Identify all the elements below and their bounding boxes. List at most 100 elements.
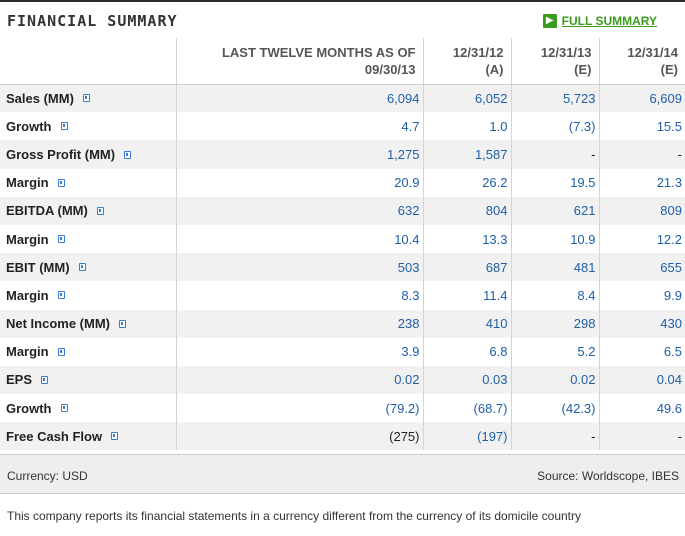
table-row: Growth 4.7 1.0 (7.3) 15.5	[0, 112, 685, 141]
panel-header: FINANCIAL SUMMARY ▶ FULL SUMMARY	[0, 4, 685, 37]
table-row: Sales (MM) 6,094 6,052 5,723 6,609	[0, 84, 685, 113]
full-summary-label[interactable]: FULL SUMMARY	[561, 14, 657, 28]
info-icon[interactable]	[96, 206, 104, 215]
row-label: Growth	[0, 112, 176, 141]
value-cell: 6.8	[422, 337, 511, 366]
info-icon[interactable]	[60, 122, 68, 131]
row-label: Gross Profit (MM)	[0, 140, 176, 169]
value-cell: (42.3)	[510, 394, 599, 423]
info-icon[interactable]	[57, 291, 65, 300]
table-row: Margin 10.4 13.3 10.9 12.2	[0, 224, 685, 254]
value-cell: 10.4	[175, 224, 423, 254]
value-cell: 49.6	[598, 394, 685, 423]
row-label: Margin	[0, 281, 176, 310]
column-header: 12/31/13 (E)	[510, 38, 599, 85]
source-label: Source: Worldscope, IBES	[537, 469, 679, 483]
row-label: Sales (MM)	[0, 84, 176, 113]
table-row: Margin 3.9 6.8 5.2 6.5	[0, 337, 685, 366]
info-icon[interactable]	[111, 432, 119, 441]
value-cell: 6,052	[422, 84, 511, 113]
row-label: Growth	[0, 394, 176, 423]
value-cell: 238	[175, 309, 423, 338]
value-cell: 10.9	[510, 224, 599, 254]
financial-table: LAST TWELVE MONTHS AS OF 09/30/13 12/31/1…	[0, 38, 685, 451]
info-icon[interactable]	[78, 263, 86, 272]
table-row: EBIT (MM) 503 687 481 655	[0, 253, 685, 282]
table-row: EBITDA (MM) 632 804 621 809	[0, 196, 685, 225]
value-cell: (68.7)	[422, 394, 511, 423]
arrow-right-icon: ▶	[542, 14, 557, 28]
currency-note-text: This company reports its financial state…	[7, 509, 582, 523]
table-row: EPS 0.02 0.03 0.02 0.04	[0, 365, 685, 395]
value-cell: 1,275	[175, 140, 423, 169]
column-header: 12/31/12 (A)	[422, 38, 511, 85]
column-header: LAST TWELVE MONTHS AS OF 09/30/13	[175, 38, 423, 85]
row-label: EBITDA (MM)	[0, 196, 176, 225]
info-icon[interactable]	[124, 150, 132, 159]
value-cell: 3.9	[175, 337, 423, 366]
value-cell: 481	[510, 253, 599, 282]
value-cell: 8.4	[510, 281, 599, 310]
table-row: Margin 8.3 11.4 8.4 9.9	[0, 281, 685, 310]
value-cell: 298	[510, 309, 599, 338]
row-label: EBIT (MM)	[0, 253, 176, 282]
source-bar: Currency: USD Source: Worldscope, IBES	[0, 454, 685, 494]
row-label: Net Income (MM)	[0, 309, 176, 338]
info-icon[interactable]	[57, 347, 65, 356]
value-cell: 1.0	[422, 112, 511, 141]
table-row: Net Income (MM) 238 410 298 430	[0, 309, 685, 338]
info-icon[interactable]	[57, 178, 65, 187]
value-cell: 0.03	[422, 365, 511, 395]
row-label: Free Cash Flow	[0, 422, 176, 451]
value-cell: 13.3	[422, 224, 511, 254]
info-icon[interactable]	[60, 404, 68, 413]
value-cell: 11.4	[422, 281, 511, 310]
table-row: Growth (79.2) (68.7) (42.3) 49.6	[0, 394, 685, 423]
value-cell: 0.02	[175, 365, 423, 395]
info-icon[interactable]	[82, 94, 90, 103]
value-cell: 19.5	[510, 168, 599, 197]
table-row: Free Cash Flow (275) (197) - -	[0, 422, 685, 451]
value-cell: 632	[175, 196, 423, 225]
value-cell: 9.9	[598, 281, 685, 310]
value-cell: 6,094	[175, 84, 423, 113]
value-cell: 21.3	[598, 168, 685, 197]
value-cell: 6.5	[598, 337, 685, 366]
value-cell: 12.2	[598, 224, 685, 254]
value-cell: 20.9	[175, 168, 423, 197]
value-cell: 655	[598, 253, 685, 282]
row-label: Margin	[0, 337, 176, 366]
value-cell: (7.3)	[510, 112, 599, 141]
value-cell: 5.2	[510, 337, 599, 366]
value-cell: 5,723	[510, 84, 599, 113]
row-label: Margin	[0, 224, 176, 254]
currency-label: Currency: USD	[7, 469, 88, 483]
row-label: EPS	[0, 365, 176, 395]
value-cell: 687	[422, 253, 511, 282]
info-icon[interactable]	[57, 235, 65, 244]
table-row: Gross Profit (MM) 1,275 1,587 - -	[0, 140, 685, 169]
value-cell: -	[510, 422, 599, 451]
value-cell: 0.02	[510, 365, 599, 395]
value-cell: 6,609	[598, 84, 685, 113]
table-row: Margin 20.9 26.2 19.5 21.3	[0, 168, 685, 197]
value-cell: 26.2	[422, 168, 511, 197]
info-icon[interactable]	[41, 376, 49, 385]
value-cell: (197)	[422, 422, 511, 451]
row-label: Margin	[0, 168, 176, 197]
value-cell: 804	[422, 196, 511, 225]
column-header: 12/31/14 (E)	[598, 38, 685, 85]
info-icon[interactable]	[119, 319, 126, 328]
currency-note: This company reports its financial state…	[0, 495, 685, 536]
value-cell: 503	[175, 253, 423, 282]
panel-title: FINANCIAL SUMMARY	[7, 12, 178, 30]
value-cell: 410	[422, 309, 511, 338]
value-cell: 4.7	[175, 112, 423, 141]
value-cell: 8.3	[175, 281, 423, 310]
header-label-cell	[0, 38, 176, 85]
value-cell: 15.5	[598, 112, 685, 141]
value-cell: 0.04	[598, 365, 685, 395]
value-cell: 430	[598, 309, 685, 338]
full-summary-link[interactable]: ▶ FULL SUMMARY	[542, 14, 657, 28]
